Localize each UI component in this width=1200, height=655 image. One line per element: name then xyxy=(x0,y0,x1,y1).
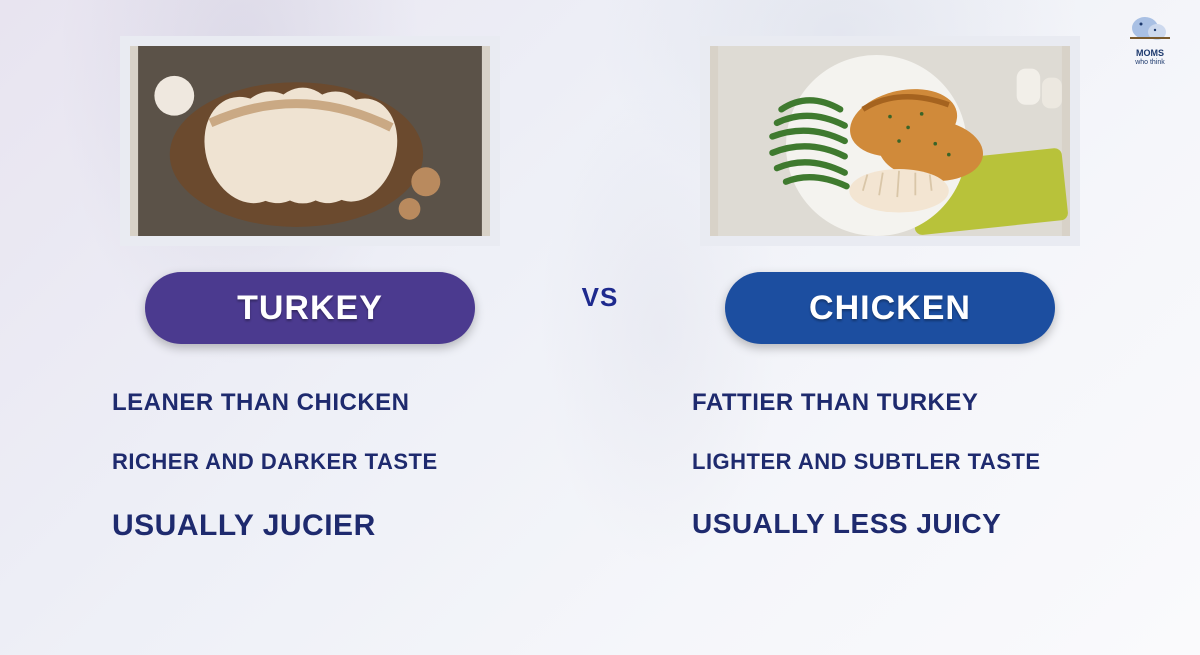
right-side: CHICKEN FATTIER THAN TURKEY LIGHTER AND … xyxy=(670,36,1110,539)
turkey-image xyxy=(130,46,490,236)
comparison-container: TURKEY LEANER THAN CHICKEN RICHER AND DA… xyxy=(0,36,1200,542)
left-title-pill: TURKEY xyxy=(145,272,475,344)
left-title: TURKEY xyxy=(237,289,383,328)
right-title-pill: CHICKEN xyxy=(725,272,1055,344)
right-title: CHICKEN xyxy=(809,289,971,328)
left-bullet-2: RICHER AND DARKER TASTE xyxy=(112,450,438,474)
chicken-image xyxy=(710,46,1070,236)
right-image-frame xyxy=(700,36,1080,246)
right-bullet-1: FATTIER THAN TURKEY xyxy=(692,390,1041,416)
right-bullets: FATTIER THAN TURKEY LIGHTER AND SUBTLER … xyxy=(670,390,1041,539)
left-image-frame xyxy=(120,36,500,246)
left-bullet-1: LEANER THAN CHICKEN xyxy=(112,390,438,416)
vs-label: VS xyxy=(560,282,640,313)
right-bullet-3: USUALLY LESS JUICY xyxy=(692,509,1041,540)
right-bullet-2: LIGHTER AND SUBTLER TASTE xyxy=(692,450,1041,474)
left-bullets: LEANER THAN CHICKEN RICHER AND DARKER TA… xyxy=(90,390,438,542)
left-side: TURKEY LEANER THAN CHICKEN RICHER AND DA… xyxy=(90,36,530,542)
left-bullet-3: USUALLY JUCIER xyxy=(112,509,438,542)
